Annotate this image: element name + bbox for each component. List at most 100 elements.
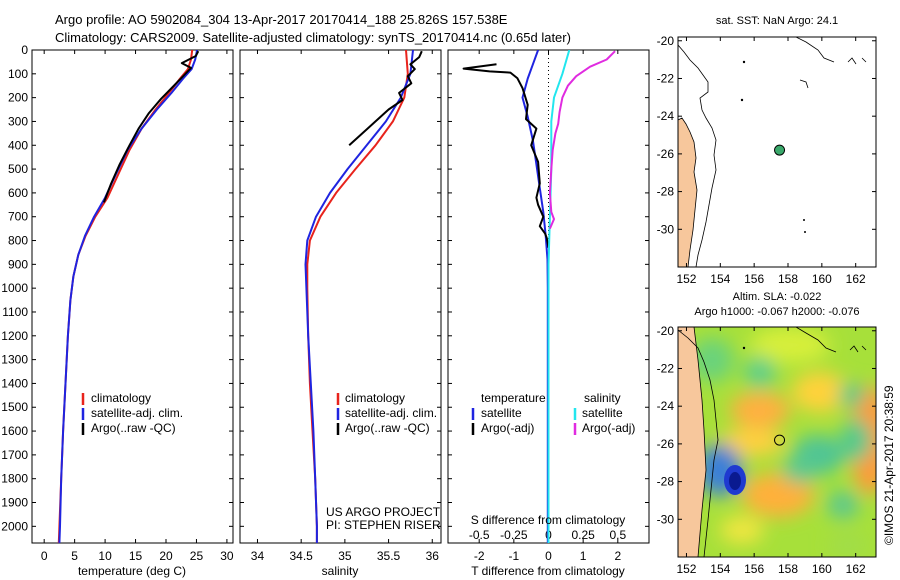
t-difference-xlabel: T difference from climatology (471, 564, 625, 578)
x-tick-label: 15 (129, 549, 143, 563)
sst-map-axes: 152 154 156 158 160 162 -20 -22 -24 -26 -28 -30 (657, 34, 876, 286)
sla-coastline (678, 327, 707, 557)
depth-tick-label: 900 (8, 257, 28, 271)
imos-credit: ©IMOS 21-Apr-2017 20:38:59 (882, 385, 896, 545)
argo-float-marker (774, 144, 786, 156)
depth-axis: 0 100 200 300 400 500 600 700 800 900 1000 1100 1200… (1, 43, 233, 533)
lon-tick-label: 160 (812, 272, 832, 286)
sla-low-core-inner (729, 472, 741, 490)
depth-tick-label: 1900 (1, 496, 28, 510)
legend-temp-satellite-label: satellite (481, 406, 522, 420)
island-2 (740, 98, 744, 102)
difference-series-3 (548, 50, 616, 229)
legend-climatology-label: climatology (345, 391, 405, 405)
temperature-xlabel: temperature (deg C) (78, 564, 186, 578)
salinity-panel: 34 34.5 35 35.5 36 climatology satellite-adj… (239, 49, 442, 578)
s-difference-xlabel: S difference from climatology (471, 513, 626, 527)
depth-tick-label: 1800 (1, 472, 28, 486)
depth-tick-label: 1200 (1, 329, 28, 343)
difference-x-axis: -2 -1 0 1 2 (474, 50, 621, 563)
depth-tick-label: 1000 (1, 281, 28, 295)
legend-satellite-label: satellite-adj. clim. (345, 406, 437, 420)
legend-satellite-label: satellite-adj. clim. (91, 406, 183, 420)
sst-map-land (678, 37, 867, 267)
coastline-australia (678, 117, 698, 267)
x-tick-label: 35.5 (377, 549, 401, 563)
lon-tick-label: 154 (710, 272, 730, 286)
figure-title-line2: Climatology: CARS2009. Satellite-adjuste… (55, 30, 571, 45)
sst-map-panel: sat. SST: NaN Argo: 24.1 152 154 156 158 160… (657, 15, 877, 286)
x-tick-label: 20 (159, 549, 173, 563)
island-1 (742, 60, 746, 64)
depth-tick-label: 1100 (2, 305, 28, 319)
lat-tick-label: -24 (657, 399, 675, 413)
lon-tick-label: 162 (846, 272, 866, 286)
difference-panel: -2 -1 0 1 2 -0.5 -0.25 0 0.25 0.5 temperature sa… (447, 49, 650, 578)
x-tick-label: 36 (426, 549, 440, 563)
argo-float-marker (774, 434, 786, 446)
salinity-axes-frame (239, 49, 442, 544)
sla-map-subtitle: Argo h1000: -0.067 h2000: -0.076 (694, 306, 859, 318)
salinity-xlabel: salinity (322, 564, 359, 578)
depth-tick-label: 2000 (1, 519, 28, 533)
x-tick-label: 1 (580, 549, 587, 563)
series-line-argo-raw-qc- (102, 50, 200, 203)
x-tick-label: 35 (338, 549, 352, 563)
depth-tick-label: 600 (8, 186, 28, 200)
lat-tick-label: -22 (657, 361, 675, 375)
sst-map-title: sat. SST: NaN Argo: 24.1 (716, 15, 838, 27)
depth-tick-label: 0 (21, 43, 28, 57)
sla-island-1 (742, 346, 746, 350)
island-4 (804, 231, 806, 233)
difference-lines (462, 50, 616, 543)
lat-tick-label: -20 (657, 324, 675, 338)
x-tick-label: 30 (220, 549, 234, 563)
legend-argo-label: Argo(..raw -QC) (345, 421, 430, 435)
salinity-depth-ticks (240, 49, 441, 527)
series-line-argo-raw-qc- (348, 50, 423, 147)
depth-tick-label: 1500 (1, 400, 28, 414)
lat-tick-label: -30 (657, 512, 675, 526)
lon-tick-label: 152 (676, 562, 696, 576)
depth-tick-label: 1300 (1, 353, 28, 367)
sst-map-frame (677, 36, 877, 268)
sla-map-panel: Altim. SLA: -0.022 Argo h1000: -0.067 h2… (657, 291, 877, 576)
lon-tick-label: 156 (744, 562, 764, 576)
x-tick-label: 10 (98, 549, 112, 563)
lon-tick-label: 152 (676, 272, 696, 286)
salinity-lines (304, 50, 423, 543)
temperature-lines (57, 50, 200, 543)
temperature-axes-frame (31, 49, 234, 544)
lon-tick-label: 154 (710, 562, 730, 576)
lon-tick-label: 160 (812, 562, 832, 576)
s-tick-label: -0.25 (500, 528, 528, 542)
temperature-panel: 0100200300400500600700800900100011001200… (1, 43, 234, 578)
depth-tick-label: 800 (8, 234, 28, 248)
sla-map-frame (677, 326, 877, 558)
depth-tick-label: 300 (8, 114, 28, 128)
reef-contour-small (799, 79, 809, 89)
depth-tick-label: 500 (8, 162, 28, 176)
figure-title-line1: Argo profile: AO 5902084_304 13-Apr-2017… (55, 12, 508, 27)
x-tick-label: 5 (71, 549, 78, 563)
depth-tick-label: 400 (8, 138, 28, 152)
x-tick-label: 34.5 (289, 549, 313, 563)
difference-series-1 (462, 63, 550, 248)
pi-annotation: PI: STEPHEN RISER (326, 518, 441, 532)
project-annotation: US ARGO PROJECT (326, 505, 441, 519)
x-tick-label: 0 (41, 549, 48, 563)
reef-contour-north (795, 37, 835, 63)
lat-tick-label: -20 (657, 34, 675, 48)
depth-tick-label: 700 (8, 210, 28, 224)
lat-tick-label: -30 (657, 222, 675, 236)
lon-tick-label: 162 (846, 562, 866, 576)
difference-legend: temperature salinity satellite Argo(-adj… (471, 391, 635, 435)
legend-temp-argo-label: Argo(-adj) (481, 421, 534, 435)
s-tick-label: 0.5 (609, 528, 626, 542)
island-3 (803, 219, 805, 221)
difference-depth-ticks (448, 49, 649, 527)
legend-climatology-label: climatology (91, 391, 151, 405)
legend-sal-argo-label: Argo(-adj) (582, 421, 635, 435)
series-line-satellite-adj-clim- (304, 50, 414, 543)
